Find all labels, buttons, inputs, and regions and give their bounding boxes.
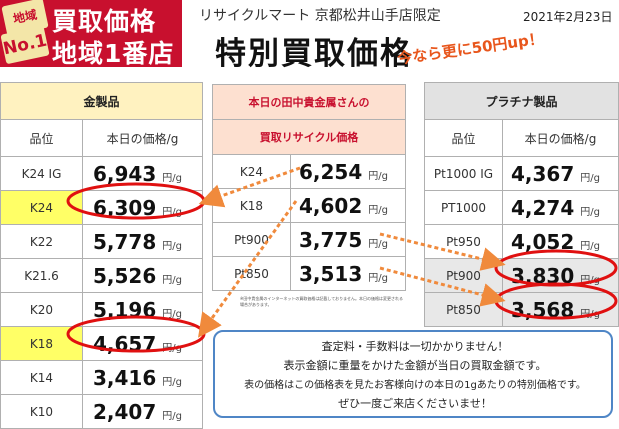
price-unit: 円/g	[580, 308, 600, 320]
notice-box: 査定料・手数料は一切かかりません！ 表示金額に重量をかけた金額が当日の買取金額で…	[213, 330, 613, 418]
table-row: K10 2,407 円/g	[0, 394, 204, 429]
gold-col-grade: 品位	[0, 119, 83, 157]
tanaka-price: 6,254	[299, 159, 363, 184]
logo-line2: 地域1番店	[52, 39, 175, 68]
table-row: K18 4,602 円/g	[212, 188, 406, 223]
table-row: K21.6 5,526 円/g	[0, 258, 204, 293]
price-unit: 円/g	[162, 410, 182, 422]
price-unit: 円/g	[580, 274, 600, 286]
price-unit: 円/g	[162, 240, 182, 252]
price-unit: 円/g	[580, 240, 600, 252]
price-unit: 円/g	[162, 274, 182, 286]
table-row: K24 6,254 円/g	[212, 154, 406, 189]
price-unit: 円/g	[162, 206, 182, 218]
price-unit: 円/g	[162, 308, 182, 320]
tanaka-price: 3,513	[299, 261, 363, 286]
tanaka-price: 3,775	[299, 227, 363, 252]
platinum-grade: Pt950	[424, 224, 503, 259]
gold-price-table: 金製品 品位 本日の価格/g K24 IG 6,943 円/g K24 6,309 円/…	[0, 82, 204, 429]
gold-grade: K24	[0, 190, 83, 225]
page-title: 特別買取価格	[215, 36, 413, 72]
gold-grade: K21.6	[0, 258, 83, 293]
tanaka-grade: Pt900	[212, 222, 291, 257]
platinum-grade: PT1000	[424, 190, 503, 225]
promo-text: 今なら更に50円up！	[396, 29, 545, 68]
gold-grade: K14	[0, 360, 83, 395]
notice-line2: 表示金額に重量をかけた金額が当日の買取金額です。	[283, 359, 547, 372]
platinum-price: 3,568	[511, 297, 575, 322]
tanaka-disclaimer: ※田中貴金属のインターネットの買取価格は記載しておりません。本日の価格は変更され…	[240, 296, 403, 307]
price-unit: 円/g	[580, 206, 600, 218]
logo-line1: 買取価格	[52, 7, 157, 36]
gold-table-title: 金製品	[0, 82, 204, 120]
notice-line4: ぜひ一度ご来店くださいませ！	[338, 397, 492, 410]
price-unit: 円/g	[368, 272, 388, 284]
table-row: Pt850 3,568 円/g	[424, 292, 619, 327]
price-unit: 円/g	[368, 238, 388, 250]
table-row: K22 5,778 円/g	[0, 224, 204, 259]
platinum-col-price: 本日の価格/g	[501, 119, 619, 157]
gold-grade: K20	[0, 292, 83, 327]
gold-price: 4,657	[93, 331, 157, 356]
gold-price: 3,416	[93, 365, 157, 390]
tanaka-grade: Pt850	[212, 256, 291, 291]
price-unit: 円/g	[580, 172, 600, 184]
platinum-price: 4,052	[511, 229, 575, 254]
tanaka-price-table: 本日の田中貴金属さんの 買取リサイクル価格 K24 6,254 円/g K18 4,6…	[212, 84, 406, 291]
notice-line3: 表の価格はこの価格表を見たお客様向けの本日の1gあたりの特別価格です。	[244, 380, 586, 391]
price-unit: 円/g	[162, 172, 182, 184]
gold-grade: K18	[0, 326, 83, 361]
table-row: K18 4,657 円/g	[0, 326, 204, 361]
logo-banner: 地域 No.1 買取価格 地域1番店	[0, 0, 182, 68]
platinum-table-title: プラチナ製品	[423, 82, 619, 120]
platinum-price: 4,274	[511, 195, 575, 220]
table-row: PT1000 4,274 円/g	[424, 190, 619, 225]
table-row: Pt900 3,830 円/g	[424, 258, 619, 293]
table-row: K14 3,416 円/g	[0, 360, 204, 395]
tanaka-title-line1: 本日の田中貴金属さんの	[212, 84, 406, 120]
gold-col-price: 本日の価格/g	[81, 119, 204, 157]
gold-price: 5,526	[93, 263, 157, 288]
gold-price: 2,407	[93, 399, 157, 424]
table-row: Pt1000 IG 4,367 円/g	[424, 156, 619, 191]
platinum-col-grade: 品位	[424, 119, 503, 157]
table-row: K24 6,309 円/g	[0, 190, 204, 225]
tanaka-title-line2: 買取リサイクル価格	[212, 119, 406, 155]
gold-grade: K22	[0, 224, 83, 259]
platinum-grade: Pt850	[424, 292, 503, 327]
price-unit: 円/g	[162, 342, 182, 354]
platinum-price: 4,367	[511, 161, 575, 186]
gold-price: 6,309	[93, 195, 157, 220]
price-unit: 円/g	[368, 170, 388, 182]
platinum-price-table: プラチナ製品 品位 本日の価格/g Pt1000 IG 4,367 円/g PT10…	[423, 82, 619, 327]
price-date: 2021年2月23日	[523, 10, 613, 24]
gold-price: 5,778	[93, 229, 157, 254]
gold-grade: K24 IG	[0, 156, 83, 191]
table-row: K20 5,196 円/g	[0, 292, 204, 327]
tanaka-grade: K24	[212, 154, 291, 189]
platinum-price: 3,830	[511, 263, 575, 288]
gold-grade: K10	[0, 394, 83, 429]
table-row: Pt950 4,052 円/g	[424, 224, 619, 259]
price-unit: 円/g	[162, 376, 182, 388]
gold-price: 6,943	[93, 161, 157, 186]
platinum-grade: Pt1000 IG	[424, 156, 503, 191]
price-unit: 円/g	[368, 204, 388, 216]
tanaka-grade: K18	[212, 188, 291, 223]
gold-price: 5,196	[93, 297, 157, 322]
platinum-grade: Pt900	[424, 258, 503, 293]
notice-line1: 査定料・手数料は一切かかりません！	[321, 340, 509, 353]
store-subtitle: リサイクルマート 京都松井山手店限定	[199, 8, 441, 24]
tanaka-price: 4,602	[299, 193, 363, 218]
table-row: K24 IG 6,943 円/g	[0, 156, 204, 191]
table-row: Pt900 3,775 円/g	[212, 222, 406, 257]
table-row: Pt850 3,513 円/g	[212, 256, 406, 291]
